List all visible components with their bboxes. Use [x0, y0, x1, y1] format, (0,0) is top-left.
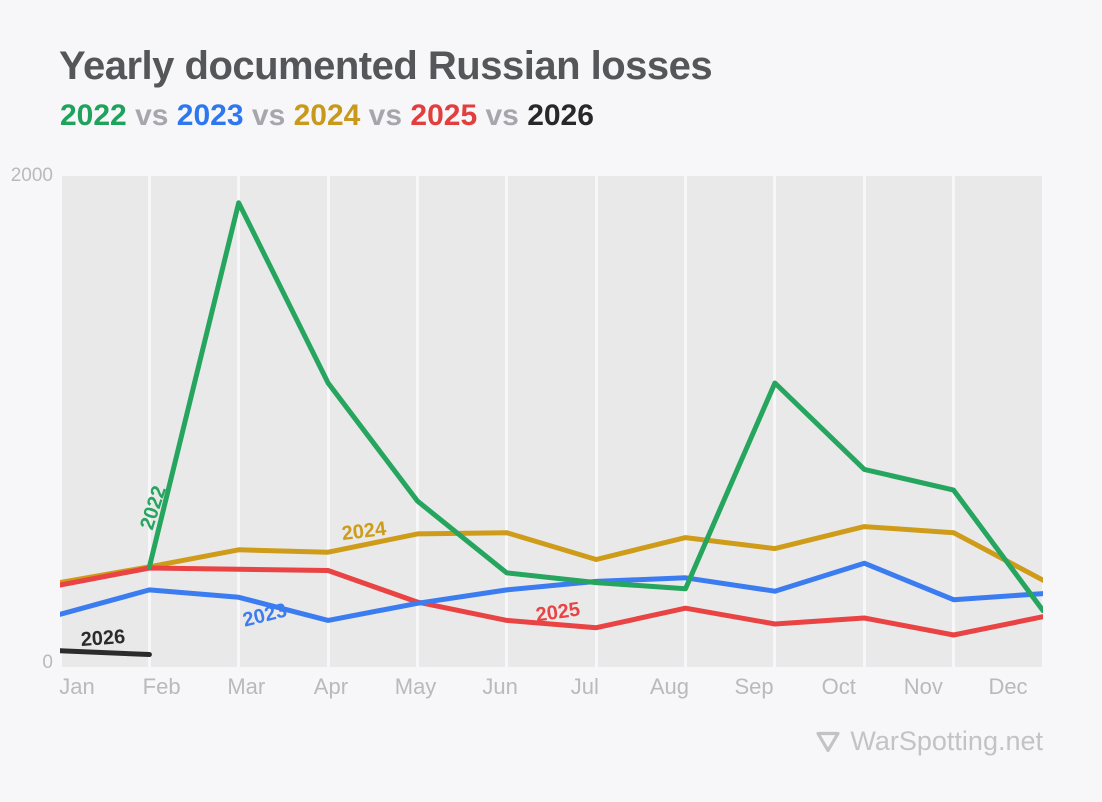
- x-axis-label-aug: Aug: [649, 674, 690, 699]
- legend-separator: vs: [126, 99, 177, 132]
- series-line-2024: [60, 524, 1043, 586]
- x-axis-label-apr: Apr: [313, 674, 349, 699]
- gridline-jul: [594, 176, 598, 667]
- series-label-2026: 2026: [80, 625, 126, 652]
- chart-title: Yearly documented Russian losses: [59, 44, 713, 88]
- gridline-apr: [326, 176, 330, 667]
- series-line-2025: [60, 565, 1043, 638]
- gridline-may: [415, 176, 419, 667]
- line-chart-svg: [60, 200, 1043, 657]
- legend-separator: vs: [243, 99, 294, 132]
- source-attribution: WarSpotting.net: [815, 726, 1043, 757]
- y-axis-label-2000: 2000: [10, 165, 53, 186]
- triangle-down-icon: [816, 731, 840, 752]
- gridline-dec: [1041, 176, 1043, 667]
- x-axis-label-oct: Oct: [821, 674, 856, 699]
- gridline-feb: [147, 176, 151, 667]
- legend-year-2022: 2022: [60, 99, 127, 132]
- series-line-2023: [60, 560, 1043, 623]
- legend-year-2023: 2023: [176, 99, 244, 132]
- series-line-2026: [60, 648, 152, 657]
- plot-area: [60, 176, 1043, 667]
- gridline-oct: [862, 176, 866, 667]
- gridline-sep: [773, 176, 777, 667]
- chart-legend: 2022 vs 2023 vs 2024 vs 2025 vs 2026: [60, 99, 594, 133]
- gridline-jan: [60, 176, 62, 667]
- x-axis-label-dec: Dec: [988, 674, 1028, 699]
- x-axis-label-sep: Sep: [734, 674, 774, 699]
- gridline-nov: [952, 176, 956, 667]
- legend-year-2026: 2026: [527, 99, 594, 132]
- legend-year-2024: 2024: [293, 99, 361, 132]
- x-axis-label-jul: Jul: [570, 674, 599, 699]
- x-axis-label-feb: Feb: [142, 674, 181, 699]
- x-axis-label-may: May: [394, 674, 437, 699]
- legend-year-2025: 2025: [410, 99, 478, 132]
- x-axis-label-mar: Mar: [227, 674, 266, 699]
- gridline-mar: [237, 176, 241, 667]
- gridline-jun: [505, 176, 509, 667]
- series-line-2022: [146, 200, 1043, 614]
- x-axis-label-nov: Nov: [903, 674, 943, 699]
- source-text: WarSpotting.net: [850, 726, 1043, 756]
- x-axis-label-jun: Jun: [482, 674, 518, 699]
- y-axis-label-0: 0: [42, 652, 53, 673]
- x-axis-label-jan: Jan: [59, 674, 95, 699]
- legend-separator: vs: [477, 99, 528, 132]
- legend-separator: vs: [360, 99, 411, 132]
- gridline-aug: [684, 176, 688, 667]
